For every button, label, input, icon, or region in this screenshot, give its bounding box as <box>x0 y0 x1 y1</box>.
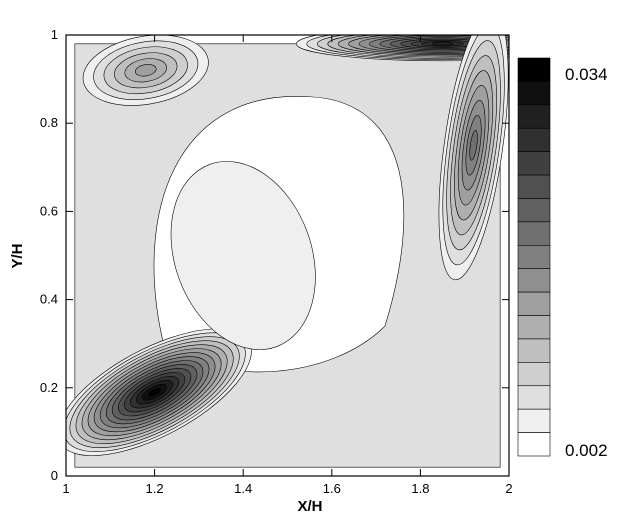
y-tick-label: 0.2 <box>40 380 58 395</box>
colorbar-max-label: 0.034 <box>565 65 608 84</box>
y-axis-title: Y/H <box>9 243 26 268</box>
contour-feature <box>438 35 509 281</box>
y-tick-label: 0.6 <box>40 203 58 218</box>
contour-field <box>66 35 509 468</box>
colorbar-cell <box>517 127 551 152</box>
colorbar-cell <box>517 362 551 387</box>
x-axis: 1 1.2 1.4 1.6 1.8 2 <box>62 35 513 496</box>
colorbar-cell <box>517 104 551 129</box>
x-tick-label: 1.2 <box>146 481 164 496</box>
contour-feature <box>66 328 252 456</box>
x-tick-label: 1.8 <box>411 481 429 496</box>
y-tick-label: 0.4 <box>40 292 58 307</box>
contour-feature <box>296 35 509 62</box>
y-tick-label: 0.8 <box>40 115 58 130</box>
contour-level <box>148 387 161 397</box>
colorbar-cell <box>517 385 551 410</box>
contour-level <box>170 161 316 350</box>
colorbar-cell <box>517 315 551 340</box>
x-axis-title: X/H <box>297 498 322 515</box>
colorbar-cell <box>517 221 551 246</box>
colorbar-min-label: 0.002 <box>565 441 608 460</box>
colorbar-cell <box>517 268 551 293</box>
y-axis: 0 0.2 0.4 0.6 0.8 1 <box>40 27 509 483</box>
plot-area: 1 1.2 1.4 1.6 1.8 2 0 0.2 0.4 0.6 0.8 1 <box>40 27 513 496</box>
colorbar-cell <box>517 432 551 457</box>
colorbar-cell <box>517 81 551 106</box>
x-tick-label: 1.6 <box>323 481 341 496</box>
contour-feature <box>82 35 209 106</box>
colorbar-cell <box>517 198 551 223</box>
colorbar-cell <box>517 291 551 316</box>
colorbar-cell <box>517 174 551 199</box>
contour-feature <box>170 161 316 350</box>
colorbar-cell <box>517 151 551 176</box>
x-tick-label: 1 <box>62 481 69 496</box>
contour-level <box>469 129 478 161</box>
colorbar-cells <box>517 57 551 457</box>
x-tick-label: 2 <box>505 481 512 496</box>
y-tick-label: 0 <box>51 468 58 483</box>
y-tick-label: 1 <box>51 27 58 42</box>
x-tick-label: 1.4 <box>234 481 252 496</box>
plot-frame <box>65 34 510 477</box>
colorbar-cell <box>517 244 551 270</box>
colorbar-cell <box>517 57 551 82</box>
colorbar-cell <box>517 338 551 363</box>
colorbar: 0.034 0.002 <box>517 57 608 460</box>
colorbar-cell <box>517 408 551 433</box>
contour-level <box>431 41 454 47</box>
contour-level <box>134 64 157 77</box>
